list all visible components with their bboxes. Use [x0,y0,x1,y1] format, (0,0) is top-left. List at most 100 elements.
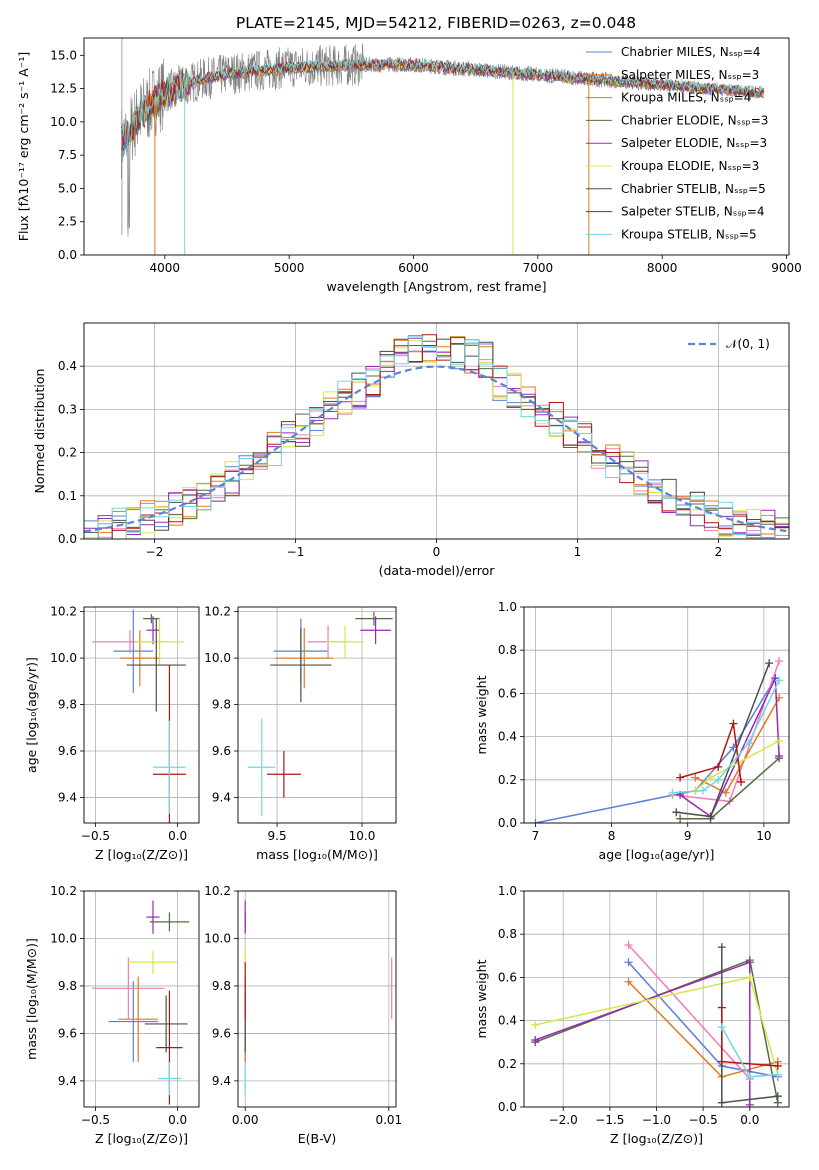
weight_vs_z-marker [717,1057,726,1066]
spectrum-legend-entry: Chabrier MILES, Nₛₛₚ=4 [621,45,761,59]
weight_vs_z-marker [773,1061,782,1070]
spectrum-ytick-label: 15.0 [50,48,77,62]
weight_vs_z-marker [717,943,726,952]
mass_vs_z-ytick-label: 9.4 [58,1074,77,1088]
weight_vs_age-marker [698,786,707,795]
weight_vs_age-marker [672,808,681,817]
weight_vs_age-ytick-label: 1.0 [498,600,517,614]
residuals-chart: −2 −1 0 1 2 0.0 0.1 0.2 0.3 0.4 (data-model)/error… [32,322,790,578]
age_vs_mass-chart: 9.5 10.0 9.4 9.6 9.8 10.0 10.2 mass [log₁₀(M/M⊙… [204,605,397,862]
weight_vs_age-xtick-label: 9 [684,829,692,843]
spectrum-legend-entry: Salpeter ELODIE, Nₛₛₚ=3 [621,136,767,150]
spectrum-xtick-label: 6000 [398,261,429,275]
weight_vs_age-plot-area [531,657,784,823]
mass_vs_z-ytick-label: 9.6 [58,1026,77,1040]
weight_vs_z-marker [531,1036,540,1045]
weight_vs_age-ytick-label: 0.4 [498,730,517,744]
weight_vs_z-marker [531,1020,540,1029]
residuals-xtick-label: −1 [287,545,305,559]
weight_vs_z-marker [745,973,754,982]
age_vs_z-xtick-label: 0.0 [168,829,187,843]
weight_vs_age-marker [729,719,738,728]
weight_vs_age-xtick-label: 10 [756,829,771,843]
weight_vs_age-marker [706,812,715,821]
residuals-plot-area [84,334,789,539]
spectrum-legend-entry: Chabrier ELODIE, Nₛₛₚ=3 [621,113,768,127]
weight_vs_age-series-line [535,677,776,823]
spectrum-ytick-label: 5.0 [58,181,77,195]
weight_vs_age-marker [737,777,746,786]
mass_vs_z-ytick-label: 9.8 [58,979,77,993]
spectrum-xtick-label: 8000 [647,261,678,275]
residuals-xtick-label: 0 [433,545,441,559]
weight_vs_z-ytick-label: 0.8 [498,927,517,941]
residuals-xlabel: (data-model)/error [379,563,496,578]
residuals-ytick-label: 0.0 [58,532,77,546]
residuals-xtick-label: −2 [146,545,164,559]
weight_vs_z-xtick-label: −0.5 [689,1113,718,1127]
weight_vs_z-marker [745,1100,754,1107]
weight_vs_age-xtick-label: 7 [532,829,540,843]
age_vs_z-xtick-label: −0.5 [81,829,110,843]
age_vs_mass-xlabel: mass [log₁₀(M/M⊙)] [256,847,378,862]
mass_vs_ebv-xtick-label: 0.01 [375,1113,402,1127]
weight_vs_z-marker [717,1003,726,1012]
spectrum-model-line [120,58,765,147]
age_vs_z-ytick-label: 9.8 [58,698,77,712]
weight_vs_age-xtick-label: 8 [608,829,616,843]
age_vs_z-ylabel: age [log₁₀(age/yr)] [24,657,39,773]
mass_vs_ebv-chart: 0.00 0.01 9.4 9.6 9.8 10.0 10.2 E(B-V) [204,884,402,1146]
weight_vs_z-marker [745,1072,754,1081]
age_vs_mass-xtick-label: 10.0 [349,829,376,843]
mass_vs_ebv-ytick-label: 9.6 [212,1026,231,1040]
weight_vs_age-marker [744,739,753,748]
age_vs_mass-plot-area [248,611,393,817]
weight_vs_age-marker [706,773,715,782]
weight_vs_z-marker [717,1098,726,1107]
spectrum-xtick-label: 4000 [150,261,181,275]
age_vs_z-xlabel: Z [log₁₀(Z/Z⊙)] [95,847,188,862]
weight_vs_z-ytick-label: 0.0 [498,1100,517,1114]
weight_vs_z-marker [773,1070,782,1079]
mass_vs_z-xtick-label: 0.0 [168,1113,187,1127]
spectrum-xlabel: wavelength [Angstrom, rest frame] [326,279,546,294]
weight_vs_age-marker [775,752,784,761]
weight_vs_age-series-line [679,723,742,783]
weight_vs_z-ytick-label: 0.6 [498,970,517,984]
weight_vs_age-series-line [679,677,780,818]
weight_vs_z-xtick-label: −1.0 [642,1113,671,1127]
weight_vs_z-marker [624,977,633,986]
mass_vs_z-plot-area [92,900,190,1105]
mass_vs_z-frame [83,890,200,1108]
age_vs_mass-ytick-label: 9.8 [212,698,231,712]
weight_vs_age-chart: 7 8 9 10 0.0 0.2 0.4 0.6 0.8 1.0 age [log₁₀(age/yr… [474,600,790,862]
age_vs_mass-ytick-label: 10.2 [204,605,231,619]
mass_vs_z-ytick-label: 10.2 [50,884,77,898]
weight_vs_z-frame [523,890,790,1108]
mass_vs_ebv-frame [237,890,397,1108]
spectrum-ytick-label: 10.0 [50,115,77,129]
spectrum-xtick-label: 9000 [771,261,802,275]
mass_vs_z-ylabel: mass [log₁₀(M/M⊙)] [24,938,39,1060]
age_vs_z-ytick-label: 10.0 [50,651,77,665]
residuals-ytick-label: 0.2 [58,446,77,460]
weight_vs_z-ytick-label: 0.4 [498,1014,517,1028]
age_vs_z-ytick-label: 10.2 [50,605,77,619]
weight_vs_age-ytick-label: 0.8 [498,643,517,657]
residuals-ytick-label: 0.4 [58,359,77,373]
weight_vs_age-frame [523,606,790,824]
age_vs_mass-xtick-label: 9.5 [268,829,287,843]
mass_vs_z-ytick-label: 10.0 [50,931,77,945]
weight_vs_age-xlabel: age [log₁₀(age/yr)] [599,847,715,862]
figure-title: PLATE=2145, MJD=54212, FIBERID=0263, z=0… [236,14,636,32]
weight_vs_z-marker [624,958,633,967]
weight_vs_z-xlabel: Z [log₁₀(Z/Z⊙)] [610,1131,703,1146]
weight_vs_age-marker [765,659,774,668]
residuals-xtick-label: 2 [715,545,723,559]
age_vs_z-ytick-label: 9.4 [58,790,77,804]
weight_vs_age-ytick-label: 0.6 [498,686,517,700]
age_vs_mass-ytick-label: 9.6 [212,744,231,758]
weight_vs_age-marker [676,814,685,823]
gaussian-reference-curve [84,365,787,533]
spectrum-ytick-label: 2.5 [58,215,77,229]
